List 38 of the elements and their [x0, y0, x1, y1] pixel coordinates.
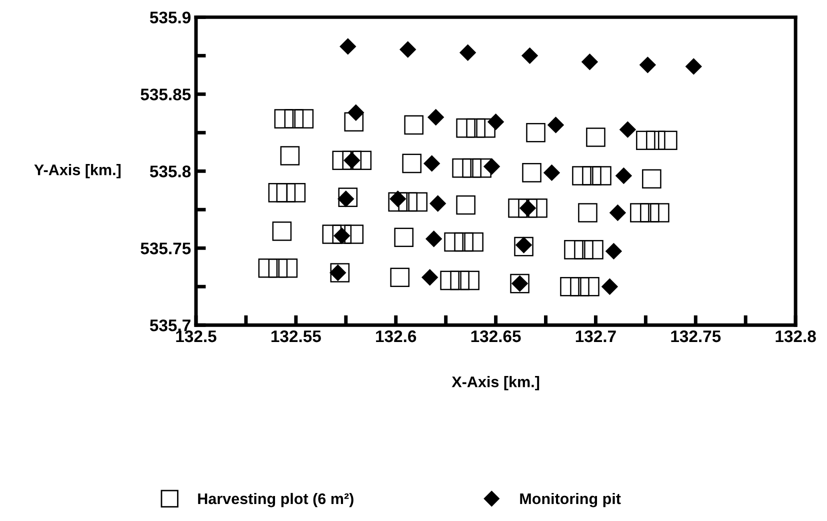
point [548, 116, 564, 134]
x-tick-label: 132.5 [176, 330, 216, 342]
point [430, 195, 446, 212]
legend-label: Harvesting plot (6 m²) [198, 492, 354, 508]
x-axis-title: X-Axis [km.] [452, 376, 540, 390]
x-tick-label: 132.75 [671, 330, 721, 342]
point [609, 204, 626, 221]
point [516, 236, 532, 254]
point [426, 230, 442, 248]
y-axis-title: Y-Axis [km.] [34, 164, 121, 178]
y-tick-label: 535.9 [150, 12, 191, 24]
y-tick-label: 535.75 [140, 242, 191, 254]
point [615, 168, 632, 184]
point [582, 54, 598, 70]
x-tick-label: 132.7 [576, 330, 616, 342]
x-tick-label: 132.6 [376, 330, 416, 342]
point [330, 264, 346, 281]
point [340, 38, 356, 55]
y-tick-label: 535.8 [150, 166, 191, 178]
point [422, 269, 438, 286]
legend-label: Monitoring pit [520, 492, 621, 508]
point [424, 155, 440, 172]
x-tick-label: 132.65 [471, 330, 521, 342]
y-tick-label: 535.7 [150, 320, 190, 332]
x-tick-label: 132.55 [271, 330, 321, 342]
point [619, 121, 636, 138]
point [602, 278, 618, 295]
point [544, 164, 560, 181]
y-tick-label: 535.85 [140, 88, 191, 100]
x-tick-label: 132.8 [776, 330, 816, 342]
point [685, 58, 702, 75]
point [428, 109, 444, 126]
point [460, 44, 476, 61]
point [400, 41, 416, 58]
point [338, 190, 354, 208]
point [605, 243, 622, 260]
point [639, 56, 656, 74]
point [522, 47, 538, 64]
